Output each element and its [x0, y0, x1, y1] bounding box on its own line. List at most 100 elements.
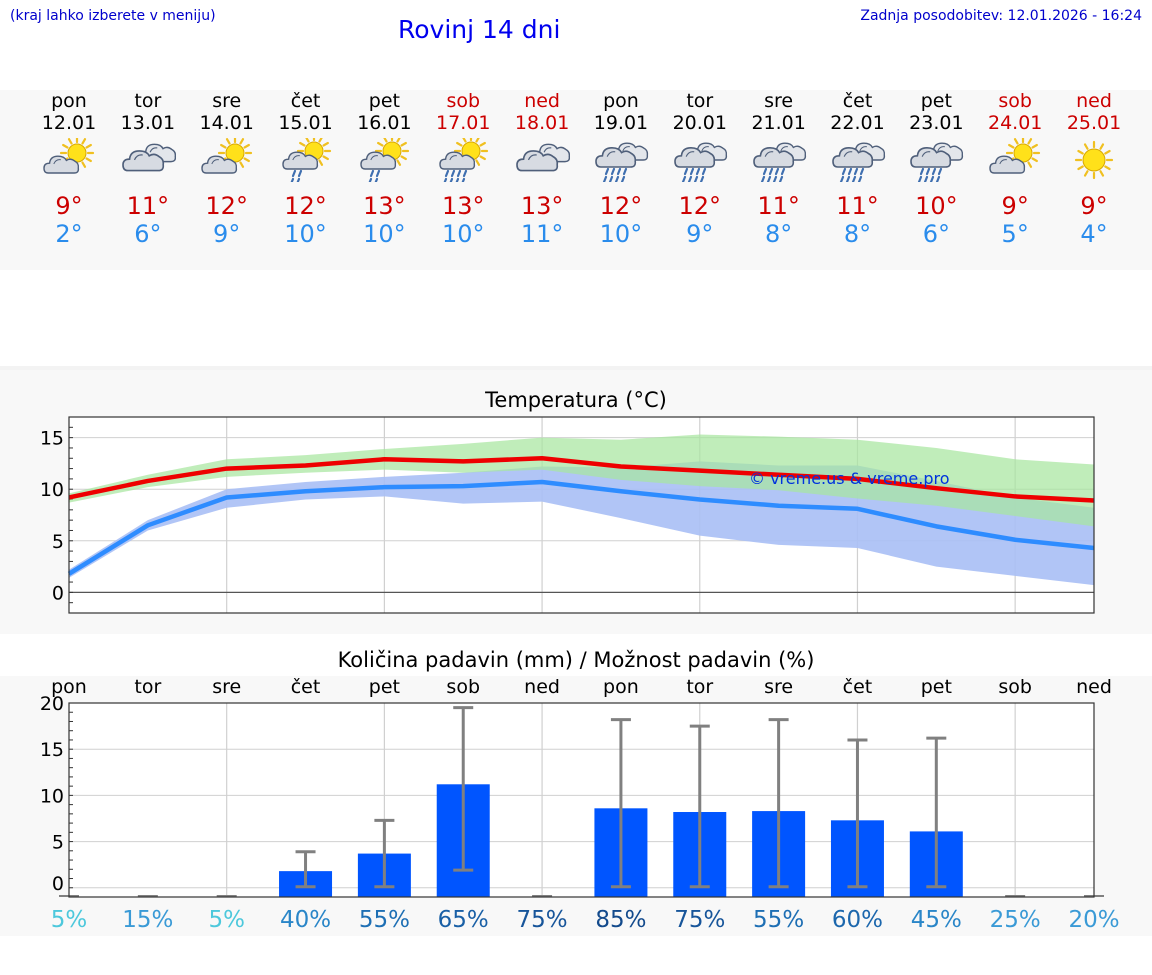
x-category-label: ned: [1076, 676, 1112, 698]
cloud-rain-icon: [831, 142, 885, 182]
sun-cloud-rain-icon: [439, 138, 489, 182]
day-column: sre 14.01 12° 9°: [187, 90, 267, 248]
day-date: 17.01: [436, 112, 491, 134]
location-hint: (kraj lahko izberete v meniju): [10, 8, 216, 24]
min-temperature: 8°: [765, 220, 793, 248]
daily-forecast: pon 12.01 9° 2° tor 13.01 11° 6° sre 14.01 12° 9° če…: [0, 90, 1152, 270]
day-name: tor: [134, 90, 162, 112]
max-temperature: 11°: [757, 192, 800, 220]
max-temperature: 13°: [520, 192, 564, 220]
day-date: 13.01: [120, 112, 176, 134]
min-temperature: 8°: [843, 220, 872, 248]
max-temperature: 12°: [205, 192, 248, 220]
x-category-label: pet: [921, 676, 952, 698]
x-category-label: pon: [51, 676, 87, 698]
day-date: 16.01: [357, 112, 412, 134]
day-date: 19.01: [593, 112, 649, 134]
plot-border: [68, 416, 1095, 614]
day-name: pet: [368, 90, 400, 112]
day-date: 20.01: [672, 112, 727, 134]
day-column: ned 25.01 9° 4°: [1054, 90, 1134, 248]
y-tick-label: 0: [52, 582, 64, 604]
max-temperature: 12°: [284, 192, 327, 220]
day-name: pon: [603, 90, 639, 112]
min-temperature: 2°: [55, 220, 83, 248]
partly-cloudy-icon: [989, 138, 1041, 174]
precipitation-chart-title: Količina padavin (mm) / Možnost padavin …: [337, 648, 815, 672]
cloudy-icon: [122, 143, 176, 172]
min-temperature: 5°: [1001, 220, 1029, 248]
y-tick-label: 10: [40, 479, 64, 501]
day-column: čet 15.01 12° 10°: [266, 90, 346, 248]
day-date: 23.01: [909, 112, 964, 134]
max-temperature: 9°: [1001, 192, 1029, 220]
min-temperature: 6°: [922, 220, 950, 248]
max-temperature: 11°: [126, 192, 170, 220]
day-name: sob: [446, 90, 481, 112]
precipitation-probability: 65%: [438, 907, 489, 933]
day-column: pon 12.01 9° 2°: [29, 90, 109, 248]
cloud-rain-icon: [673, 142, 727, 182]
x-category-label: sob: [998, 676, 1032, 698]
sun-icon: [1074, 140, 1114, 180]
temperature-chart-title: Temperatura (°C): [485, 388, 667, 412]
sun-cloud-light-rain-icon: [360, 138, 410, 182]
day-date: 21.01: [751, 112, 806, 134]
x-category-label: sob: [446, 676, 480, 698]
max-temperature: 12°: [599, 192, 643, 220]
y-tick-label: 20: [40, 693, 64, 715]
precipitation-probability: 55%: [753, 907, 804, 933]
x-category-label: čet: [291, 676, 321, 698]
y-tick-label: 5: [52, 531, 64, 553]
x-category-label: pet: [369, 676, 400, 698]
day-column: sre 21.01 11° 8°: [739, 90, 819, 248]
day-column: čet 22.01 11° 8°: [818, 90, 898, 248]
day-date: 15.01: [278, 112, 333, 134]
min-temperature: 10°: [599, 220, 643, 248]
day-date: 22.01: [830, 112, 885, 134]
day-date: 24.01: [987, 112, 1043, 134]
max-temperature: 11°: [836, 192, 879, 220]
day-name: ned: [1076, 90, 1112, 112]
max-temperature-range-band: [69, 434, 1094, 527]
precipitation-probability: 40%: [280, 907, 331, 933]
min-temperature: 6°: [134, 220, 162, 248]
section-divider: [0, 366, 1152, 370]
precipitation-probability: 85%: [595, 907, 646, 933]
max-temperature: 13°: [441, 192, 485, 220]
day-date: 25.01: [1066, 112, 1122, 134]
precipitation-probability: 5%: [208, 907, 245, 933]
precipitation-probability: 25%: [990, 907, 1041, 933]
precipitation-probability: 15%: [122, 907, 173, 933]
min-temperature: 4°: [1080, 220, 1108, 248]
x-category-label: sre: [764, 676, 793, 698]
x-category-label: pon: [603, 676, 639, 698]
min-temperature-line: [67, 479, 1095, 576]
y-tick-label: 0: [52, 873, 64, 895]
day-name: čet: [290, 90, 321, 112]
day-column: ned 18.01 13° 11°: [502, 90, 582, 248]
day-column: tor 20.01 12° 9°: [660, 90, 740, 248]
min-temperature: 10°: [363, 220, 406, 248]
y-tick-label: 5: [52, 832, 64, 854]
day-column: pet 16.01 13° 10°: [344, 90, 424, 248]
cloud-rain-icon: [910, 142, 964, 182]
day-column: sob 17.01 13° 10°: [423, 90, 503, 248]
max-temperature-line: [68, 456, 1095, 503]
sun-cloud-light-rain-icon: [281, 138, 331, 182]
cloud-rain-icon: [752, 142, 806, 182]
y-tick-label: 15: [40, 428, 64, 450]
precipitation-probability: 20%: [1068, 907, 1119, 933]
y-tick-label: 15: [40, 739, 64, 761]
y-tick-label: 10: [40, 785, 64, 807]
day-name: sob: [998, 90, 1032, 112]
day-name: sre: [212, 90, 242, 112]
partly-cloudy-icon: [200, 138, 252, 174]
precipitation-probability: 45%: [911, 907, 962, 933]
day-name: tor: [686, 90, 714, 112]
last-updated: Zadnja posodobitev: 12.01.2026 - 16:24: [860, 8, 1142, 24]
x-category-label: tor: [686, 676, 713, 698]
day-column: pon 19.01 12° 10°: [581, 90, 661, 248]
max-temperature: 13°: [363, 192, 406, 220]
